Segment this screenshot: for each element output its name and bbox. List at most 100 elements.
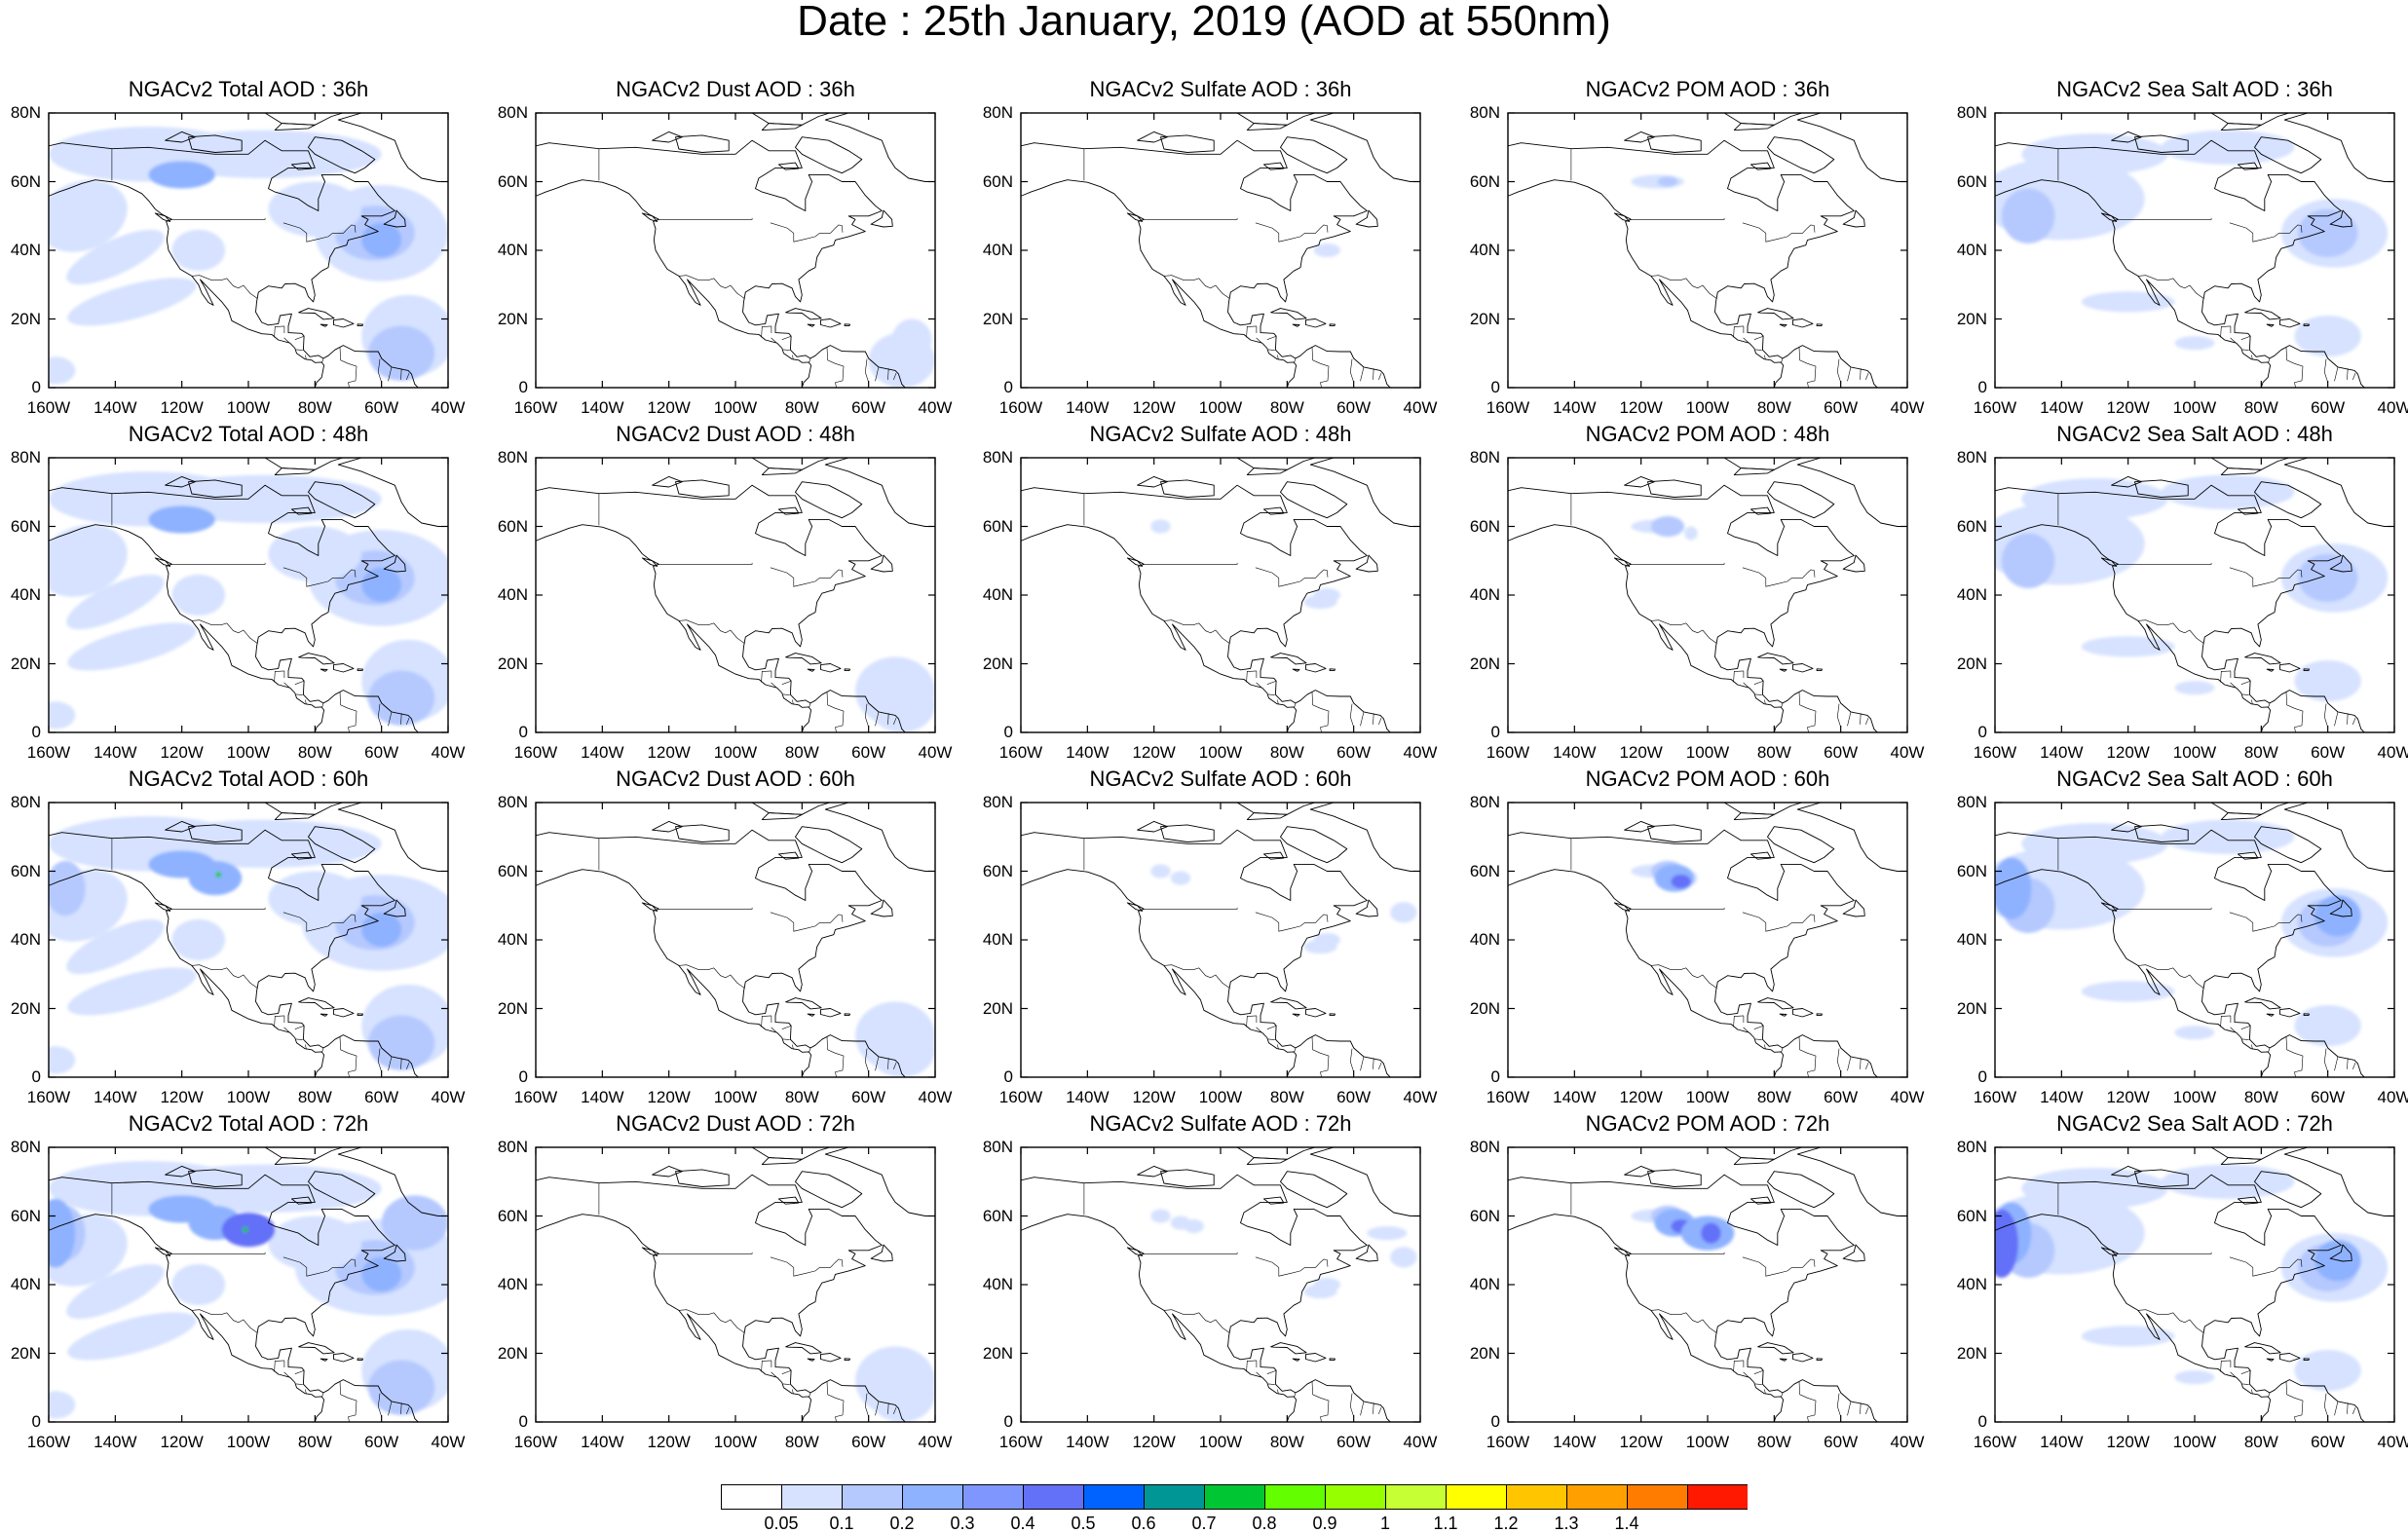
- lon-tick-label: 140W: [94, 1088, 137, 1106]
- lon-tick-label: 60W: [2311, 1433, 2346, 1451]
- aod-plume: [2294, 1349, 2361, 1392]
- coastline: [1779, 323, 1787, 327]
- border-line: [809, 1392, 811, 1398]
- aod-plume: [171, 1263, 226, 1306]
- lat-tick-label: 20N: [982, 998, 1013, 1018]
- border-line: [2230, 1027, 2236, 1032]
- panel-title: NGACv2 Sea Salt AOD : 36h: [2056, 77, 2333, 101]
- coastline: [2303, 1013, 2310, 1017]
- aod-map: [535, 457, 936, 733]
- panel-title: NGACv2 Total AOD : 60h: [128, 766, 369, 791]
- coastline: [298, 653, 335, 665]
- border-line: [2268, 1047, 2271, 1053]
- lon-tick-label: 40W: [431, 743, 466, 762]
- aod-plume: [2001, 188, 2055, 243]
- border-line: [809, 1047, 811, 1053]
- border-line: [2240, 335, 2251, 340]
- border-line: [1753, 680, 1764, 685]
- coastline: [1647, 824, 1702, 842]
- coastline: [308, 136, 376, 174]
- coastline: [1160, 479, 1215, 498]
- border-line: [658, 907, 753, 910]
- aod-plume: [49, 524, 128, 597]
- lat-tick-label: 80N: [1956, 793, 1987, 811]
- border-line: [1847, 712, 1852, 727]
- lat-tick-label: 60N: [1469, 1206, 1500, 1225]
- lat-tick-label: 60N: [497, 861, 528, 880]
- lon-tick-label: 100W: [2172, 398, 2217, 417]
- border-line: [781, 335, 792, 340]
- lat-tick-label: 20N: [1469, 309, 1500, 328]
- border-line: [339, 1381, 357, 1422]
- coastline: [2134, 1169, 2189, 1187]
- coastline: [383, 899, 406, 917]
- border-line: [2323, 358, 2328, 383]
- border-line: [1266, 1369, 1277, 1374]
- lat-tick-label: 20N: [1469, 654, 1500, 673]
- lon-tick-label: 140W: [2040, 1433, 2084, 1451]
- coastline: [357, 1013, 363, 1017]
- border-line: [295, 693, 303, 695]
- border-line: [283, 1371, 289, 1377]
- aod-plume: [1995, 857, 2032, 919]
- aod-plume: [49, 701, 76, 729]
- lon-tick-label: 140W: [581, 398, 624, 417]
- colorbar-label: 1.1: [1433, 1514, 1458, 1533]
- lon-tick-label: 40W: [431, 1433, 466, 1451]
- coastline: [536, 829, 906, 1077]
- border-line: [1255, 912, 1329, 932]
- border-line: [864, 703, 869, 728]
- lon-tick-label: 60W: [1336, 398, 1372, 417]
- lon-tick-label: 80W: [297, 743, 332, 762]
- border-line: [1742, 222, 1816, 243]
- coastline: [188, 824, 243, 842]
- coastline: [1733, 467, 1775, 476]
- coastline: [337, 458, 448, 527]
- lon-tick-label: 100W: [1685, 398, 1730, 417]
- border-line: [1294, 357, 1297, 363]
- lon-tick-label: 100W: [1198, 398, 1243, 417]
- border-line: [1378, 1407, 1382, 1415]
- lat-tick-label: 20N: [1956, 998, 1987, 1018]
- coastline: [2283, 1147, 2394, 1216]
- border-line: [770, 912, 844, 932]
- border-line: [1733, 1015, 1744, 1028]
- border-line: [305, 1044, 307, 1050]
- coastline: [785, 308, 822, 320]
- aod-plume: [2294, 315, 2361, 357]
- border-line: [1836, 1048, 1841, 1072]
- lon-tick-label: 40W: [431, 398, 466, 417]
- lat-tick-label: 40N: [1956, 930, 1987, 949]
- coastline: [820, 1353, 842, 1363]
- coastline: [290, 1196, 313, 1205]
- border-line: [282, 222, 357, 243]
- border-line: [875, 712, 880, 727]
- border-line: [678, 619, 745, 644]
- border-line: [781, 680, 792, 685]
- lat-tick-label: 60N: [497, 171, 528, 191]
- border-line: [1733, 670, 1744, 683]
- panel-title: NGACv2 Sea Salt AOD : 60h: [2056, 766, 2333, 791]
- border-line: [2220, 1015, 2231, 1028]
- lat-tick-label: 60N: [982, 861, 1013, 880]
- lon-tick-label: 80W: [2243, 398, 2278, 417]
- lat-tick-label: 40N: [1469, 930, 1500, 949]
- colorbar-swatch: [902, 1484, 962, 1510]
- aod-field: [1631, 1205, 1735, 1251]
- coastline: [2329, 209, 2352, 228]
- aod-map: [1020, 112, 1421, 389]
- border-line: [1373, 713, 1374, 725]
- colorbar-swatch: [781, 1484, 842, 1510]
- colorbar-swatch: [1566, 1484, 1627, 1510]
- border-line: [2268, 1392, 2271, 1398]
- coastline: [274, 123, 316, 131]
- lat-tick-label: 80N: [497, 103, 528, 122]
- aod-plume: [2161, 474, 2295, 509]
- coastline: [165, 820, 196, 833]
- border-line: [2323, 1048, 2328, 1072]
- border-line: [1798, 692, 1817, 732]
- border-line: [2230, 1371, 2236, 1377]
- lon-tick-label: 160W: [26, 743, 71, 762]
- coastline: [1329, 668, 1336, 672]
- border-line: [1650, 619, 1717, 644]
